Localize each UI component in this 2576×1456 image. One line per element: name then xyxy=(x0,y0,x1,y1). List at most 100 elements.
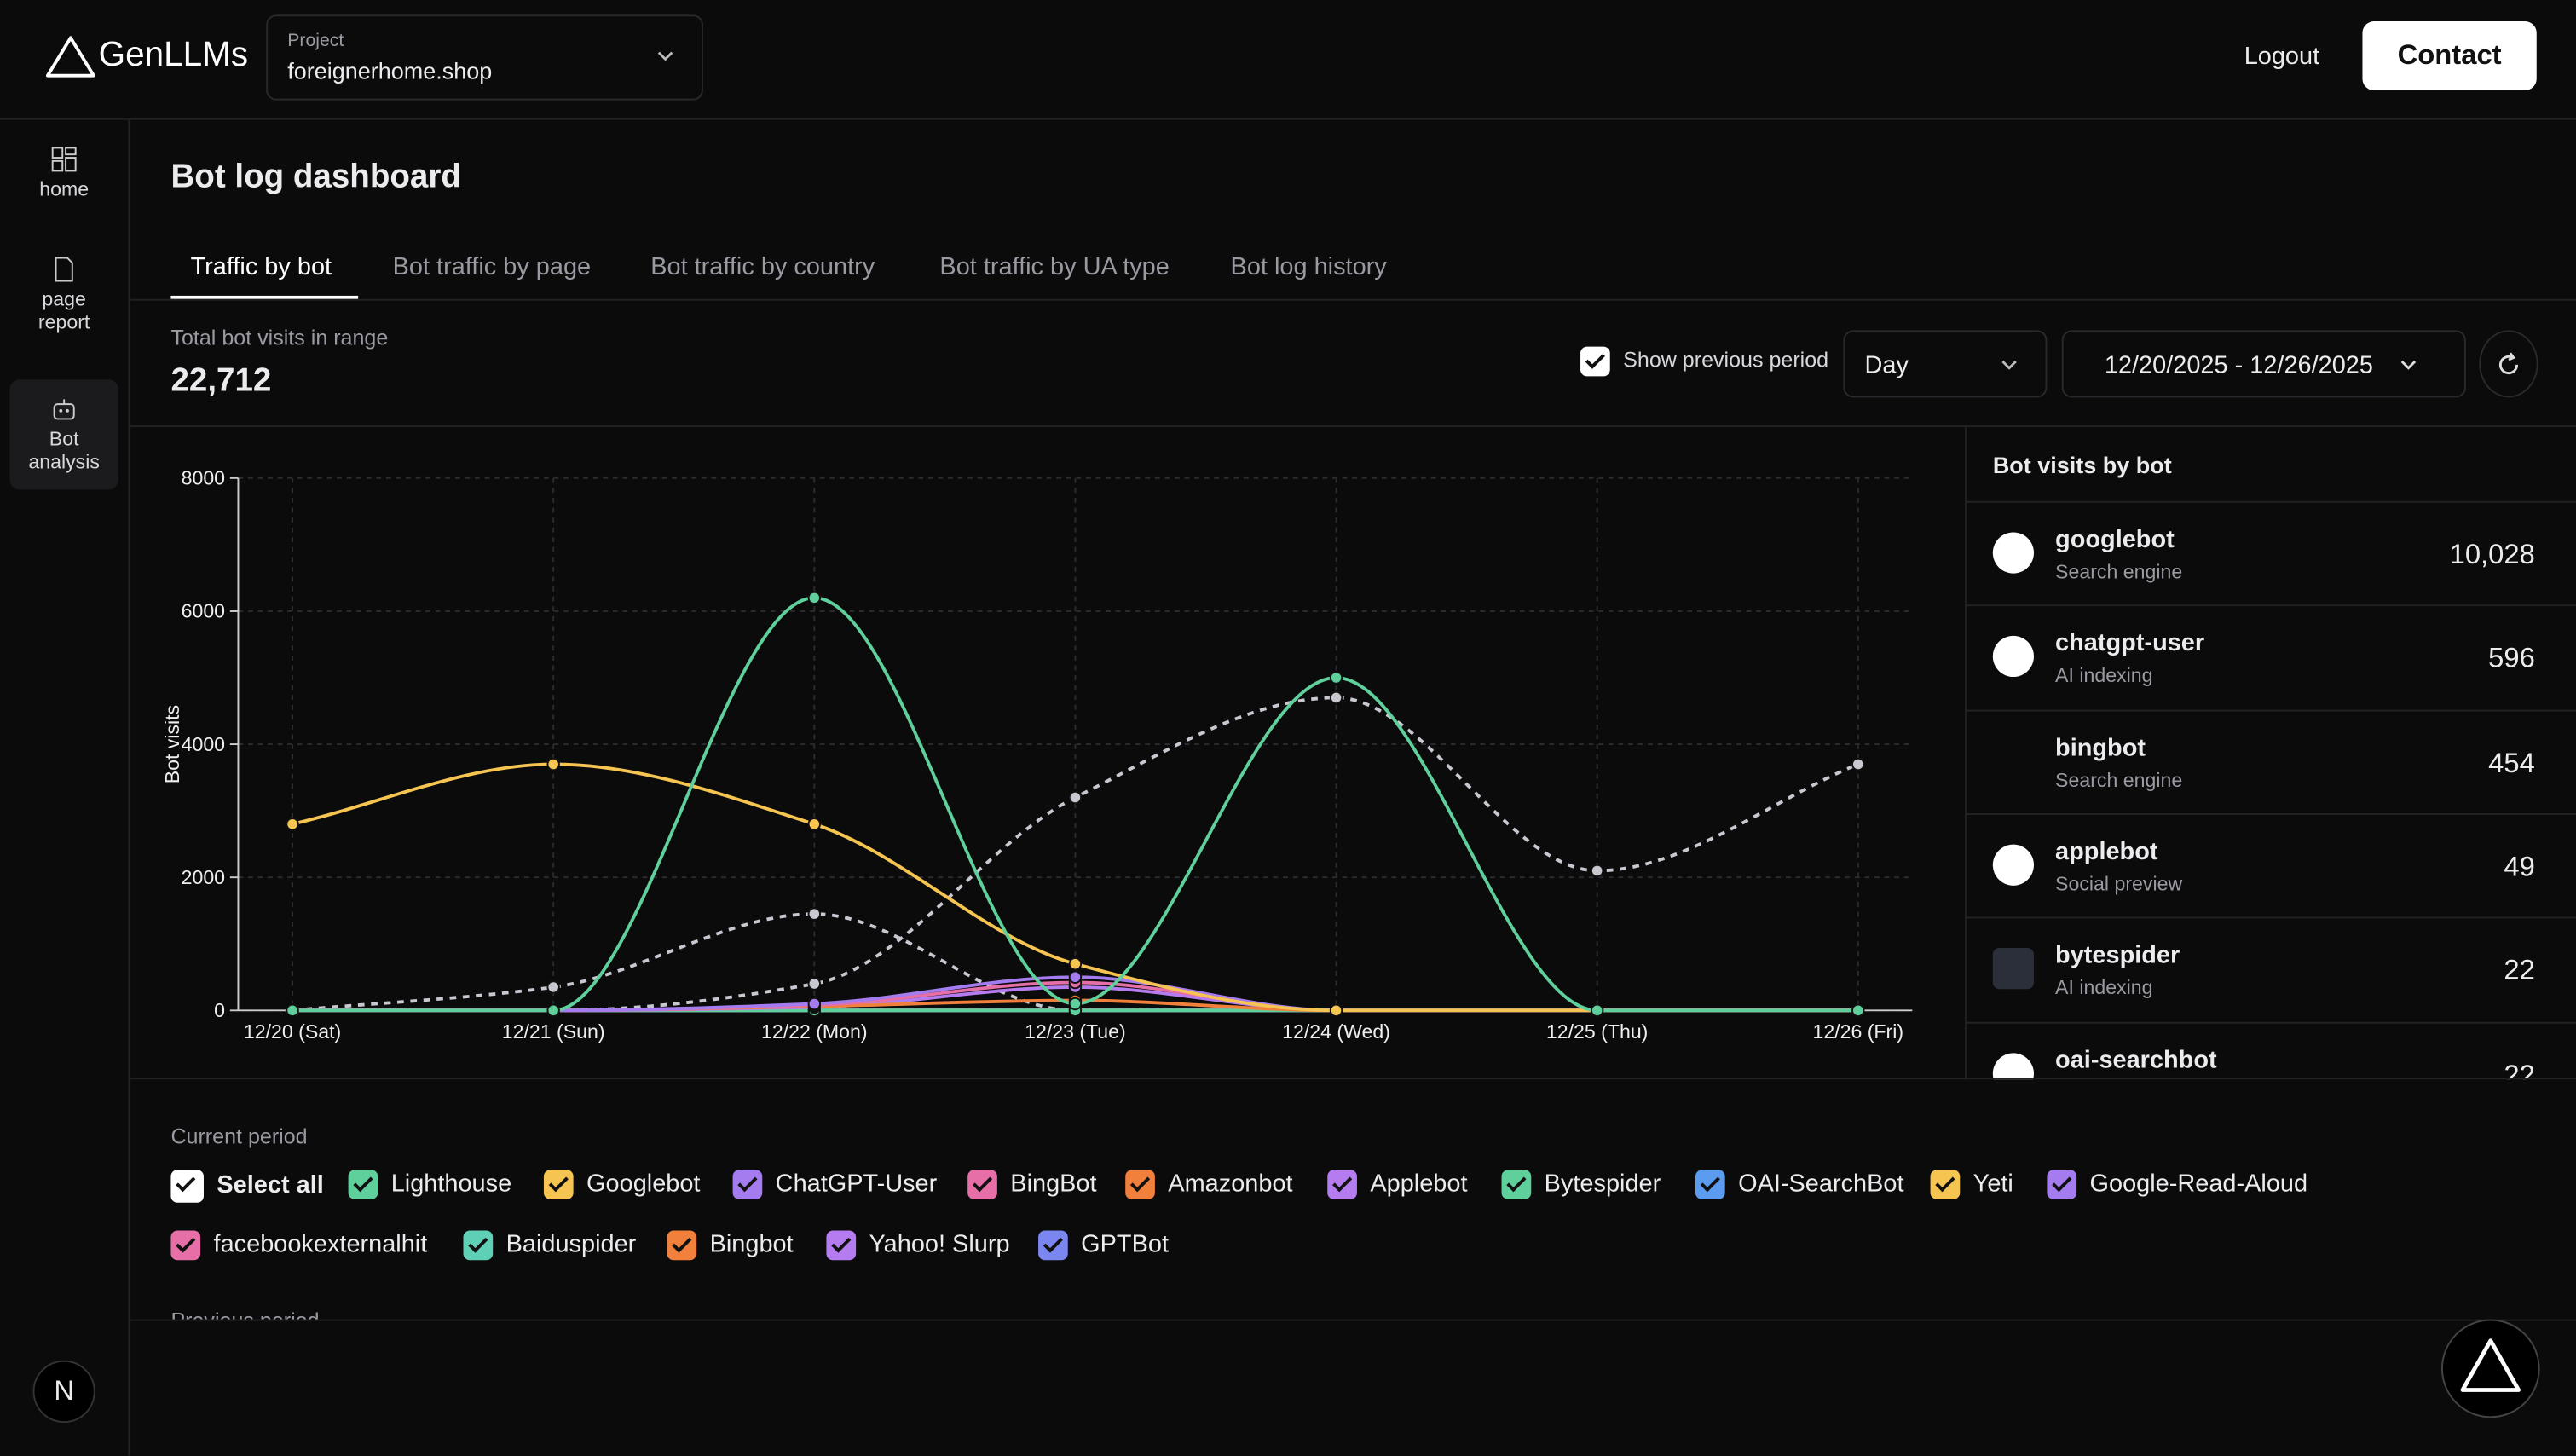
legend-item[interactable]: BingBot xyxy=(967,1170,1097,1199)
legend-item[interactable]: Bingbot xyxy=(667,1230,794,1261)
legend-item[interactable]: GPTBot xyxy=(1038,1231,1169,1261)
legend-item[interactable]: facebookexternalhit xyxy=(170,1231,427,1261)
legend-swatch xyxy=(1930,1170,1961,1199)
nav-label: home xyxy=(39,177,90,201)
legend-item[interactable]: Bytespider xyxy=(1501,1170,1661,1199)
bot-kind: Search engine xyxy=(2055,768,2183,792)
tab[interactable]: Bot traffic by page xyxy=(392,252,592,281)
legend-item[interactable]: Applebot xyxy=(1327,1170,1468,1199)
tab[interactable]: Bot traffic by country xyxy=(650,252,875,281)
legend-label: Bingbot xyxy=(709,1230,794,1259)
bot-row[interactable]: googlebot Search engine 10,028 xyxy=(1966,500,2576,606)
refresh-button[interactable] xyxy=(2479,330,2538,398)
bot-row[interactable]: chatgpt-user AI indexing 596 xyxy=(1966,604,2576,710)
y-tick-label: 2000 xyxy=(182,866,225,888)
refresh-icon xyxy=(2498,352,2519,375)
y-tick-label: 8000 xyxy=(182,467,225,489)
avatar[interactable]: N xyxy=(32,1360,95,1424)
legend-item[interactable]: Yahoo! Slurp xyxy=(826,1230,1010,1261)
x-tick-label: 12/24 (Wed) xyxy=(1282,1020,1390,1043)
bot-count: 596 xyxy=(2488,643,2535,674)
bot-icon xyxy=(1992,740,2034,782)
checkbox xyxy=(170,1170,204,1203)
divider xyxy=(130,1078,2576,1080)
legend-label: Yeti xyxy=(1972,1170,2013,1199)
legend-item[interactable]: ChatGPT-User xyxy=(732,1170,938,1199)
interval-select[interactable]: Day xyxy=(1843,330,2048,398)
legend-swatch xyxy=(543,1170,574,1199)
project-label: Project xyxy=(287,31,344,51)
bot-row[interactable]: applebot Social preview 49 xyxy=(1966,812,2576,918)
point xyxy=(1068,790,1083,805)
bot-icon xyxy=(53,399,75,420)
select-all[interactable]: Select all xyxy=(170,1170,324,1203)
legend-label: Lighthouse xyxy=(390,1170,512,1199)
x-tick-label: 12/25 (Thu) xyxy=(1546,1020,1648,1043)
sidebar: home page report Bot analysis N xyxy=(0,119,130,1456)
bot-count: 454 xyxy=(2488,747,2535,778)
assistant-button[interactable] xyxy=(2440,1319,2540,1418)
legend-swatch xyxy=(348,1170,378,1199)
tab[interactable]: Bot log history xyxy=(1230,252,1387,281)
bot-name: bytespider xyxy=(2055,941,2180,970)
bot-kind: AI indexing xyxy=(2055,976,2153,1000)
contact-button[interactable]: Contact xyxy=(2362,21,2537,91)
legend-item[interactable]: Yeti xyxy=(1930,1170,2013,1199)
bot-name: bingbot xyxy=(2055,733,2146,762)
previous-toggle[interactable]: Show previous period xyxy=(1580,346,1828,377)
legend-item[interactable]: OAI-SearchBot xyxy=(1695,1170,1904,1199)
point xyxy=(546,980,560,994)
point xyxy=(1851,757,1865,771)
divider xyxy=(130,1319,2576,1321)
point xyxy=(1590,864,1604,878)
nav-page-report[interactable]: page report xyxy=(10,243,118,346)
y-tick-label: 4000 xyxy=(182,733,225,755)
divider xyxy=(130,425,2576,428)
point xyxy=(1329,671,1343,685)
legend-item[interactable]: Amazonbot xyxy=(1125,1170,1293,1199)
page-title: Bot log dashboard xyxy=(170,159,461,196)
point xyxy=(1068,956,1083,971)
legend-label: Yahoo! Slurp xyxy=(869,1230,1010,1259)
project-select[interactable]: Project foreignerhome.shop xyxy=(266,14,703,101)
nav-bot-analysis[interactable]: Bot analysis xyxy=(9,379,118,490)
nav-label: Bot analysis xyxy=(28,427,100,474)
tab[interactable]: Bot traffic by UA type xyxy=(939,252,1170,281)
bot-icon xyxy=(1992,532,2034,574)
legend-item[interactable]: Lighthouse xyxy=(348,1170,512,1199)
legend-label: Applebot xyxy=(1370,1170,1468,1199)
bot-row[interactable]: bingbot Search engine 454 xyxy=(1966,708,2576,814)
logout-button[interactable]: Logout xyxy=(2244,43,2320,71)
chart: 0 2000 4000 6000 8000 12/20 (Sat) 12/21 (Sun) 1… xyxy=(161,467,1913,1043)
point xyxy=(807,977,822,991)
point xyxy=(807,818,822,831)
nav-home[interactable]: home xyxy=(10,133,118,213)
legend-label: ChatGPT-User xyxy=(775,1170,938,1199)
legend-item[interactable]: Google-Read-Aloud xyxy=(2047,1170,2307,1199)
tab-underline xyxy=(170,295,359,299)
point xyxy=(1851,1003,1865,1017)
select-all-label: Select all xyxy=(217,1171,324,1199)
point xyxy=(807,907,822,921)
legend-label: Amazonbot xyxy=(1168,1170,1293,1199)
point xyxy=(286,1003,299,1017)
bot-icon xyxy=(1992,948,2034,990)
divider xyxy=(130,298,2576,301)
y-tick-label: 0 xyxy=(214,999,225,1021)
point xyxy=(1329,690,1343,705)
date-range[interactable]: 12/20/2025 - 12/26/2025 xyxy=(2061,330,2466,398)
legend-swatch xyxy=(667,1230,697,1261)
bot-icon xyxy=(1992,1052,2034,1080)
bot-row[interactable]: bytespider AI indexing 22 xyxy=(1966,916,2576,1022)
legend-item[interactable]: Googlebot xyxy=(543,1170,700,1199)
bot-name: googlebot xyxy=(2055,525,2175,554)
home-icon xyxy=(51,147,77,172)
legend-item[interactable]: Baiduspider xyxy=(463,1231,636,1261)
tab[interactable]: Traffic by bot xyxy=(190,252,332,281)
bot-kind: AI indexing xyxy=(2055,664,2153,688)
legend-swatch xyxy=(2047,1170,2077,1199)
total-value: 22,712 xyxy=(170,362,272,400)
bot-count: 10,028 xyxy=(2449,539,2535,570)
point xyxy=(286,818,299,831)
